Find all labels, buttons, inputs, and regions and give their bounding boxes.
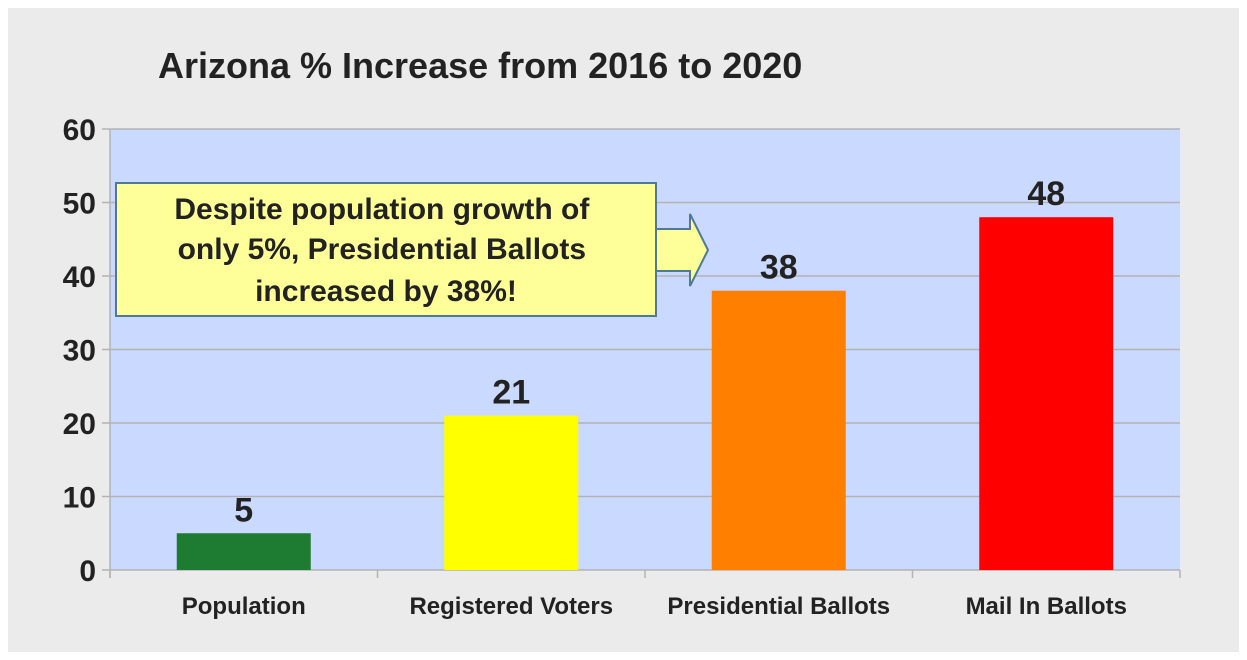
bar-1 — [444, 415, 579, 570]
data-label-2: 38 — [760, 249, 798, 287]
right-arrow-icon — [655, 213, 710, 287]
bar-3 — [979, 217, 1114, 570]
data-labels: 5 21 38 48 — [234, 175, 1065, 529]
x-tick-label-2: Presidential Ballots — [667, 593, 890, 620]
data-label-1: 21 — [492, 374, 530, 412]
data-label-0: 5 — [234, 491, 253, 529]
y-tick-label-60: 60 — [63, 114, 96, 147]
x-tick-label-3: Mail In Ballots — [966, 593, 1127, 620]
annotation-line-2: only 5%, Presidential Ballots — [178, 233, 586, 266]
data-label-3: 48 — [1027, 175, 1065, 213]
svg-text:Despite population growth of: Despite population growth of only 5%, Pr… — [174, 193, 597, 308]
y-tick-label-10: 10 — [63, 482, 96, 515]
bars — [176, 217, 1114, 570]
y-tick-label-20: 20 — [63, 408, 96, 441]
annotation-callout: Despite population growth of only 5%, Pr… — [115, 182, 710, 317]
y-tick-label-30: 30 — [63, 335, 96, 368]
chart-frame: Arizona % Increase from 2016 to 2020 0 10… — [8, 8, 1239, 652]
axes: 0 10 20 30 40 50 60 Population Registered Voters… — [63, 114, 1181, 620]
y-tick-label-40: 40 — [63, 261, 96, 294]
x-tick-label-0: Population — [182, 593, 306, 620]
annotation-line-1: Despite population growth of — [174, 193, 590, 226]
bar-2 — [711, 290, 846, 570]
bar-0 — [176, 533, 311, 570]
bar-chart: Arizona % Increase from 2016 to 2020 0 10… — [63, 45, 1181, 620]
annotation-line-3: increased by 38%! — [255, 275, 517, 308]
y-tick-label-0: 0 — [79, 555, 96, 588]
chart-title: Arizona % Increase from 2016 to 2020 — [158, 45, 802, 86]
y-tick-label-50: 50 — [63, 188, 96, 221]
x-tick-label-1: Registered Voters — [409, 593, 613, 620]
annotation-box — [115, 182, 657, 317]
